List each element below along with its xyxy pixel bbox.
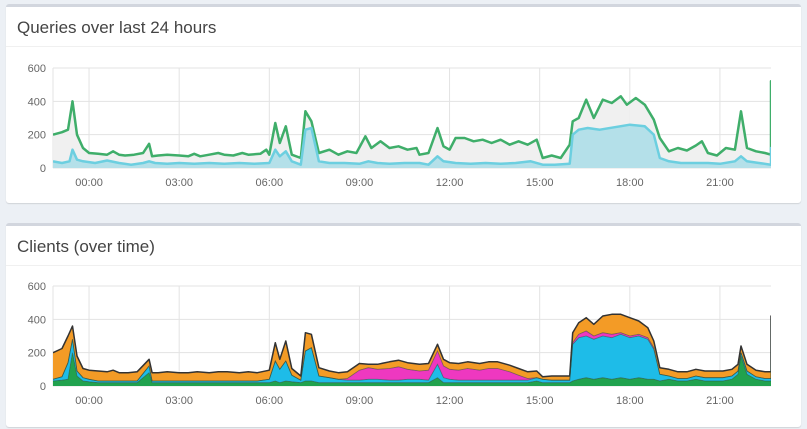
clients-chart[interactable]: 0 200 400 600 00:00 03:00 06:00 09:00 12:00 15:00… bbox=[6, 266, 801, 427]
x-tick-label: 00:00 bbox=[75, 177, 103, 189]
clients-panel-header: Clients (over time) bbox=[6, 226, 801, 266]
plot-area bbox=[53, 313, 771, 386]
y-tick-label: 600 bbox=[28, 63, 46, 75]
x-tick-label: 18:00 bbox=[616, 177, 644, 189]
y-tick-label: 400 bbox=[28, 314, 46, 326]
x-tick-label: 18:00 bbox=[616, 395, 644, 407]
x-tick-label: 12:00 bbox=[436, 395, 464, 407]
blocked-line bbox=[53, 123, 771, 166]
y-tick-label: 0 bbox=[40, 381, 46, 393]
x-tick-label: 09:00 bbox=[346, 395, 374, 407]
client-series-1-area bbox=[53, 334, 771, 383]
clients-panel: Clients (over time) 0 200 400 600 00:00 03:00… bbox=[6, 223, 801, 427]
x-tick-label: 15:00 bbox=[526, 395, 554, 407]
blocked-area bbox=[53, 124, 771, 168]
y-tick-label: 200 bbox=[28, 348, 46, 360]
y-tick-label: 400 bbox=[28, 96, 46, 108]
client-series-0-area bbox=[53, 352, 771, 386]
x-tick-label: 15:00 bbox=[526, 177, 554, 189]
client-series-2-line bbox=[53, 319, 771, 382]
queries-chart[interactable]: 0 200 400 600 00:00 03:00 06:00 09:00 12:00 15:00… bbox=[6, 47, 801, 203]
y-tick-label: 200 bbox=[28, 130, 46, 142]
queries-panel-header: Queries over last 24 hours bbox=[6, 7, 801, 47]
clients-panel-title: Clients (over time) bbox=[17, 237, 155, 256]
x-tick-label: 00:00 bbox=[75, 395, 103, 407]
x-tick-label: 09:00 bbox=[346, 177, 374, 189]
clients-total-outline bbox=[53, 313, 771, 378]
plot-area bbox=[53, 80, 771, 168]
client-series-3-area bbox=[53, 314, 771, 381]
x-tick-label: 06:00 bbox=[256, 395, 284, 407]
y-tick-label: 600 bbox=[28, 281, 46, 293]
x-tick-label: 06:00 bbox=[256, 177, 284, 189]
x-tick-label: 03:00 bbox=[165, 395, 193, 407]
x-tick-label: 21:00 bbox=[706, 177, 734, 189]
x-tick-label: 21:00 bbox=[706, 395, 734, 407]
queries-panel: Queries over last 24 hours 0 200 400 600 00:… bbox=[6, 4, 801, 203]
client-series-0-line bbox=[53, 352, 771, 384]
total-line bbox=[53, 80, 771, 160]
queries-panel-title: Queries over last 24 hours bbox=[17, 18, 217, 37]
x-tick-label: 03:00 bbox=[165, 177, 193, 189]
x-tick-label: 12:00 bbox=[436, 177, 464, 189]
y-tick-label: 0 bbox=[40, 163, 46, 175]
